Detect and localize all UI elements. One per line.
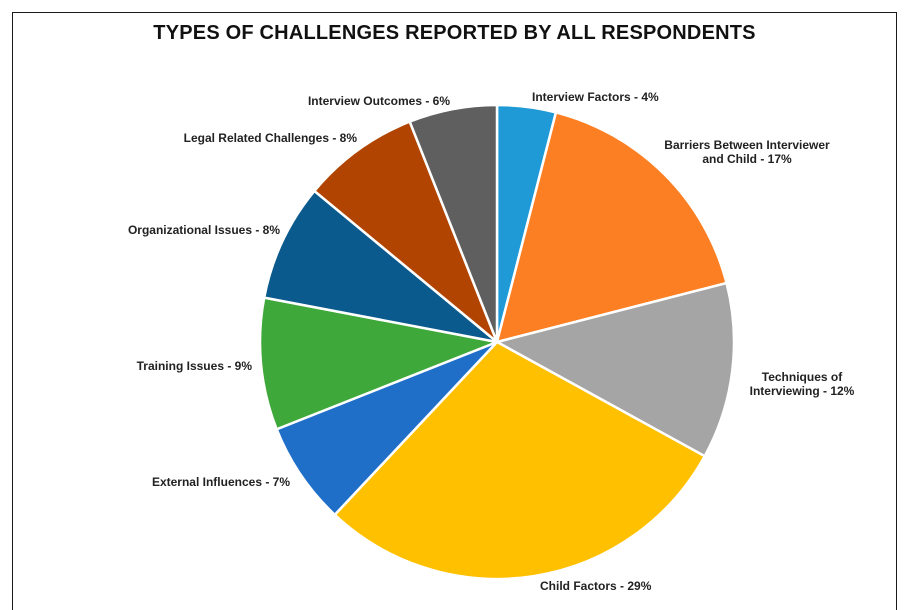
pie-slice-8 xyxy=(312,120,499,343)
pie-slice-2 xyxy=(495,110,729,344)
pie-slice-4 xyxy=(332,340,707,581)
slice-label-3: Techniques of Interviewing - 12% xyxy=(750,370,855,398)
slice-label-5: External Influences - 7% xyxy=(152,475,290,489)
pie-slice-3 xyxy=(493,281,736,458)
pie-slice-5 xyxy=(275,340,498,517)
chart-title: TYPES OF CHALLENGES REPORTED BY ALL RESP… xyxy=(153,22,756,44)
slice-label-6: Training Issues - 9% xyxy=(137,359,253,373)
pie-slice-7 xyxy=(262,189,498,344)
slice-label-2: Barriers Between Interviewer and Child - … xyxy=(664,138,830,166)
slice-label-9: Interview Outcomes - 6% xyxy=(308,94,450,108)
slice-label-4: Child Factors - 29% xyxy=(540,579,652,593)
pie-slice-9 xyxy=(408,103,499,343)
slice-label-1: Interview Factors - 4% xyxy=(532,90,659,104)
slice-label-7: Organizational Issues - 8% xyxy=(128,223,280,237)
pie-slice-6 xyxy=(258,296,502,431)
slice-label-8: Legal Related Challenges - 8% xyxy=(184,131,358,145)
